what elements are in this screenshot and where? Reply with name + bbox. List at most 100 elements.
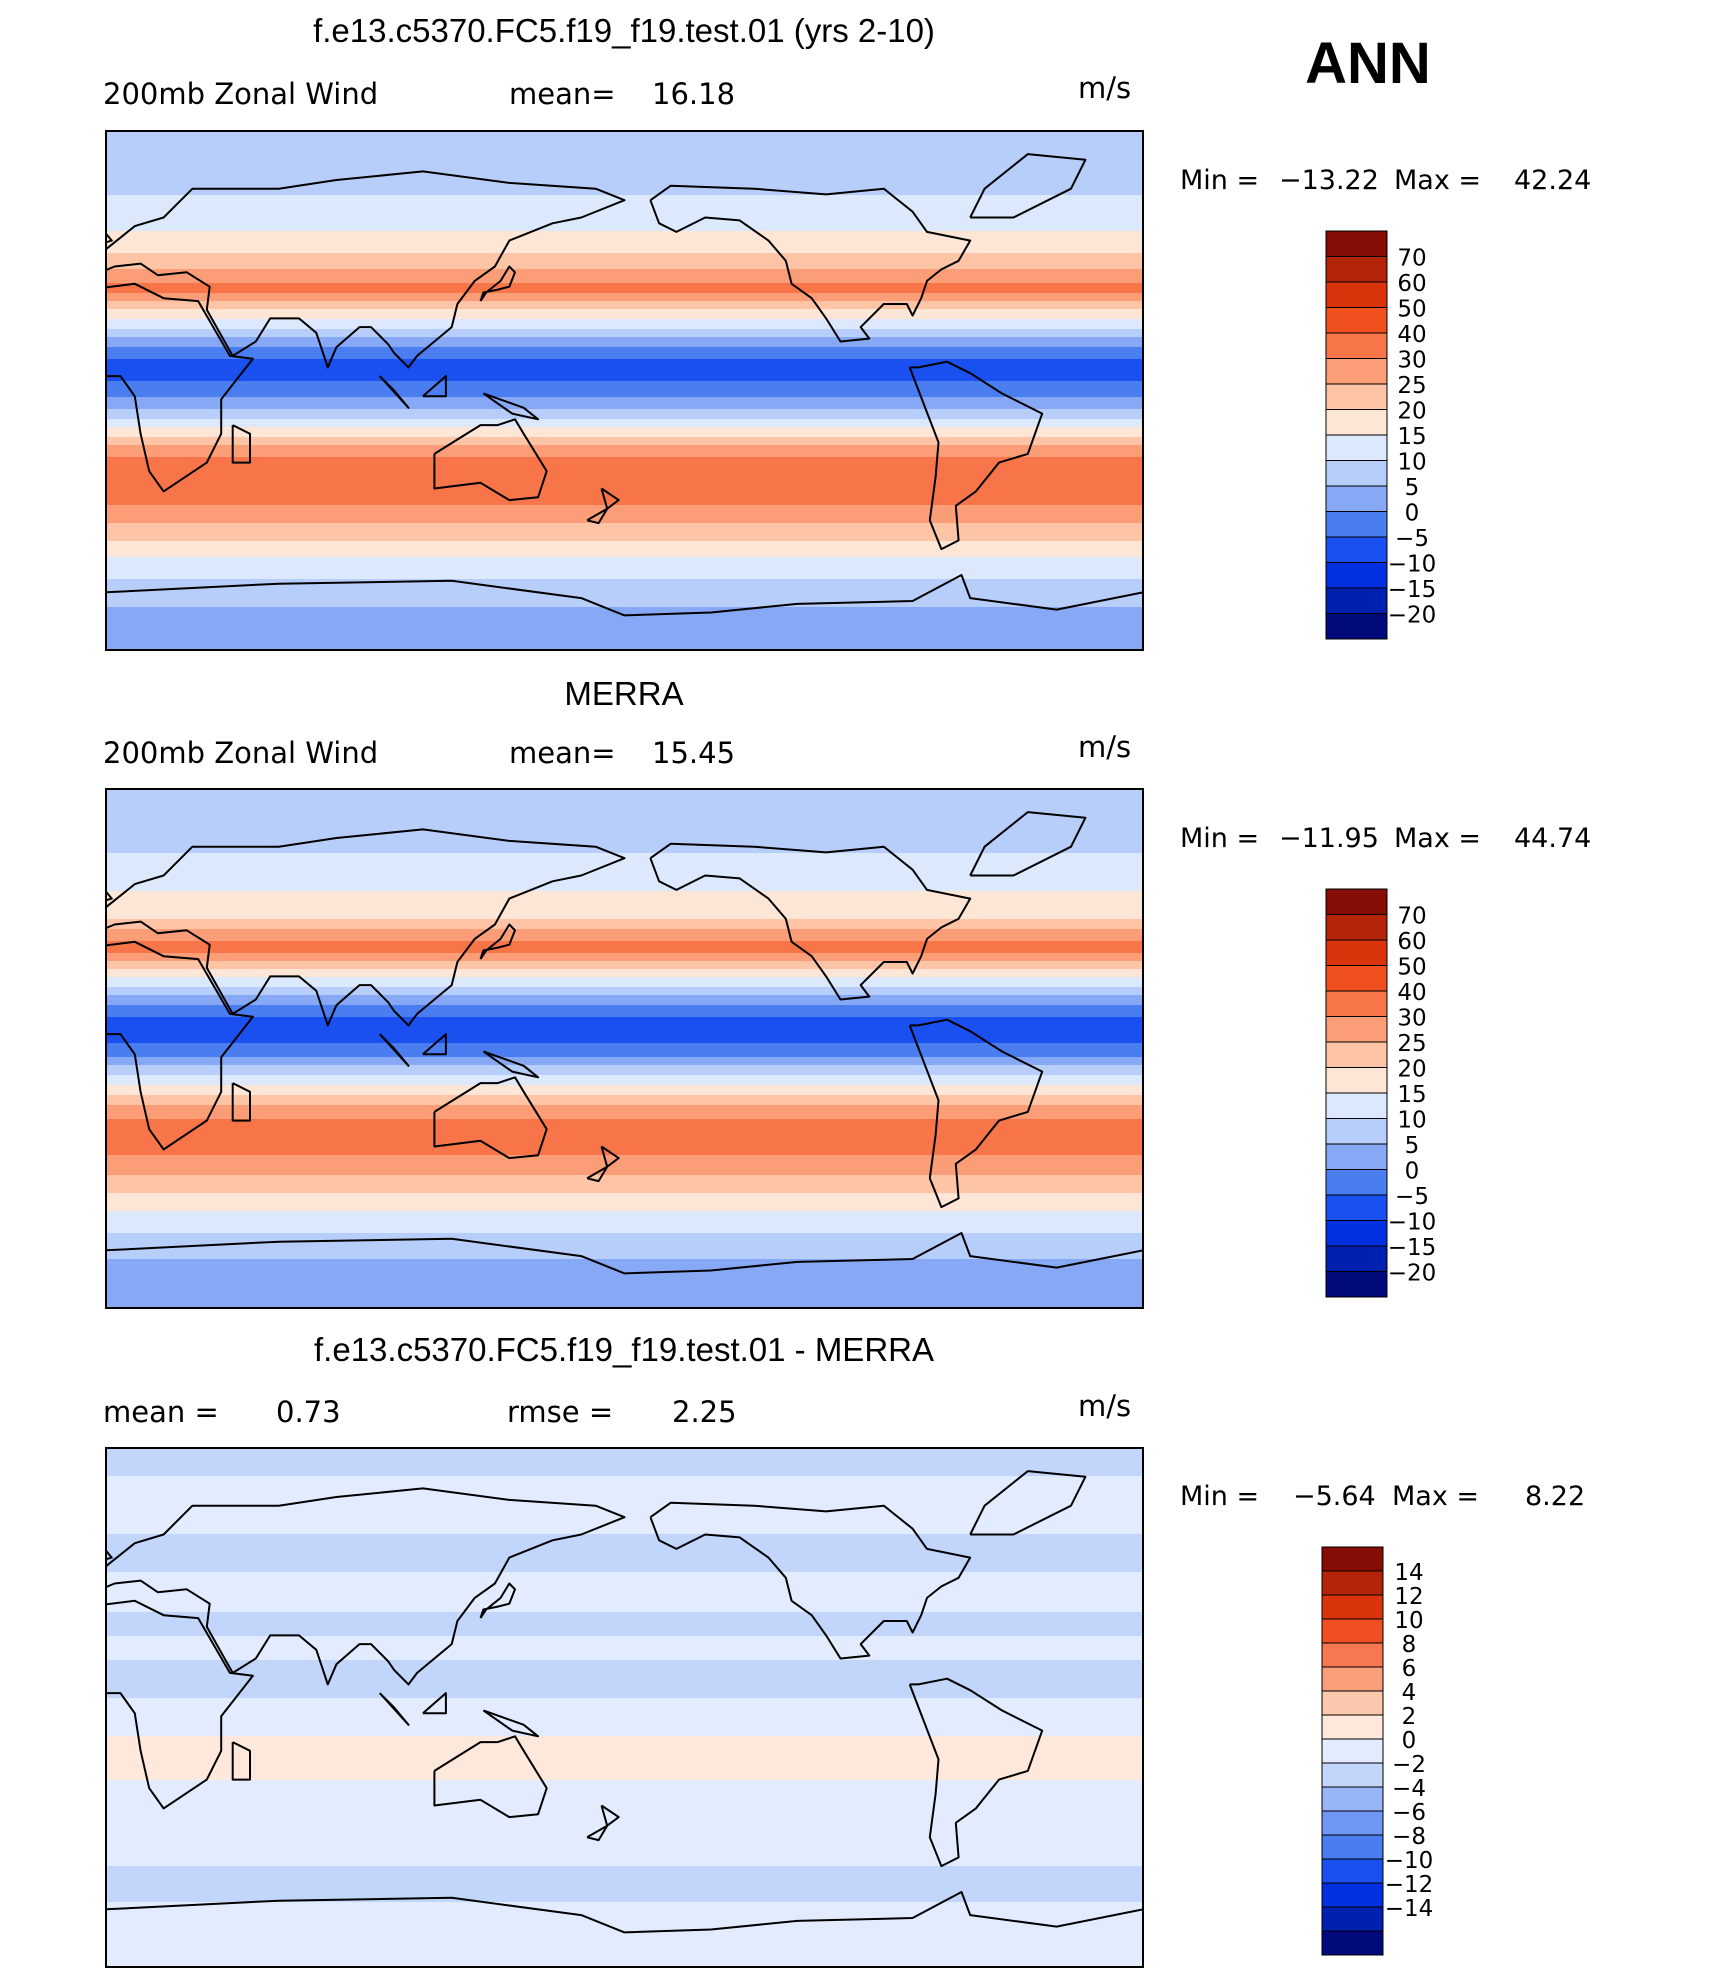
field-band [106, 343, 1143, 346]
min-label: Min = [1180, 165, 1259, 196]
field-band [106, 943, 1143, 946]
field-band [106, 1203, 1143, 1206]
field-band [106, 1818, 1143, 1821]
field-band [106, 469, 1143, 472]
field-band [106, 1836, 1143, 1839]
field-band [106, 885, 1143, 888]
field-band [106, 531, 1143, 534]
field-band [106, 1458, 1143, 1461]
field-band [106, 533, 1143, 536]
field-band [106, 449, 1143, 452]
field-band [106, 1113, 1143, 1116]
field-band [106, 1602, 1143, 1605]
field-band [106, 1231, 1143, 1234]
field-band [106, 1021, 1143, 1024]
field-band [106, 187, 1143, 190]
colorbar-swatch [1325, 1245, 1388, 1272]
field-band [106, 377, 1143, 380]
field-band [106, 1864, 1143, 1867]
colorbar-swatch [1321, 1738, 1384, 1764]
field-band [106, 385, 1143, 388]
field-band [106, 1674, 1143, 1677]
field-band [106, 397, 1143, 400]
field-band [106, 1289, 1143, 1292]
field-band [106, 1796, 1143, 1799]
field-band [106, 1576, 1143, 1579]
field-band [106, 545, 1143, 548]
field-band [106, 1057, 1143, 1060]
field-band [106, 1520, 1143, 1523]
field-band [106, 1247, 1143, 1250]
field-band [106, 1073, 1143, 1076]
field-band [106, 1147, 1143, 1150]
field-band [106, 253, 1143, 256]
field-band [106, 1111, 1143, 1114]
field-band [106, 975, 1143, 978]
field-band [106, 369, 1143, 372]
field-band [106, 261, 1143, 264]
field-band [106, 613, 1143, 616]
colorbar-swatch [1321, 1810, 1384, 1836]
field-band [106, 995, 1143, 998]
field-band [106, 1782, 1143, 1785]
field-band [106, 323, 1143, 326]
field-band [106, 345, 1143, 348]
field-band [106, 1658, 1143, 1661]
field-band [106, 1067, 1143, 1070]
field-band [106, 373, 1143, 376]
field-band [106, 161, 1143, 164]
field-band [106, 1201, 1143, 1204]
field-band [106, 1001, 1143, 1004]
field-band [106, 879, 1143, 882]
colorbar-swatch [1325, 536, 1388, 563]
min-label: Min = [1180, 1481, 1259, 1512]
field-band [106, 1614, 1143, 1617]
field-band [106, 797, 1143, 800]
field-band [106, 561, 1143, 564]
field-band [106, 905, 1143, 908]
field-band [106, 163, 1143, 166]
field-band [106, 501, 1143, 504]
field-band [106, 1081, 1143, 1084]
colorbar-tick-label: 30 [1397, 348, 1426, 374]
field-band [106, 889, 1143, 892]
colorbar-swatch [1325, 307, 1388, 334]
field-band [106, 137, 1143, 140]
field-band [106, 1065, 1143, 1068]
field-band [106, 427, 1143, 430]
coastline [586, 507, 609, 525]
field-band [106, 1221, 1143, 1224]
field-band [106, 593, 1143, 596]
field-band [106, 1123, 1143, 1126]
field-band [106, 1848, 1143, 1851]
field-band [106, 559, 1143, 562]
colorbar-swatch [1325, 485, 1388, 512]
mean-label: mean= [509, 736, 616, 770]
field-band [106, 489, 1143, 492]
colorbar-swatch [1325, 332, 1388, 359]
colorbar-swatch [1325, 409, 1388, 436]
field-band [106, 1496, 1143, 1499]
field-band [106, 639, 1143, 642]
field-band [106, 1570, 1143, 1573]
field-band [106, 861, 1143, 864]
field-band [106, 395, 1143, 398]
field-band [106, 955, 1143, 958]
field-band [106, 1265, 1143, 1268]
field-band [106, 521, 1143, 524]
field-band [106, 1958, 1143, 1961]
field-band [106, 1788, 1143, 1791]
field-band [106, 1942, 1143, 1945]
field-band [106, 1125, 1143, 1128]
field-band [106, 1195, 1143, 1198]
field-band [106, 1752, 1143, 1755]
field-band [106, 1277, 1143, 1280]
field-band [106, 853, 1143, 856]
field-band [106, 1562, 1143, 1565]
field-band [106, 627, 1143, 630]
coastline [378, 1692, 410, 1726]
field-band [106, 1582, 1143, 1585]
colorbar-swatch [1321, 1546, 1384, 1572]
coastline [106, 1232, 1143, 1308]
